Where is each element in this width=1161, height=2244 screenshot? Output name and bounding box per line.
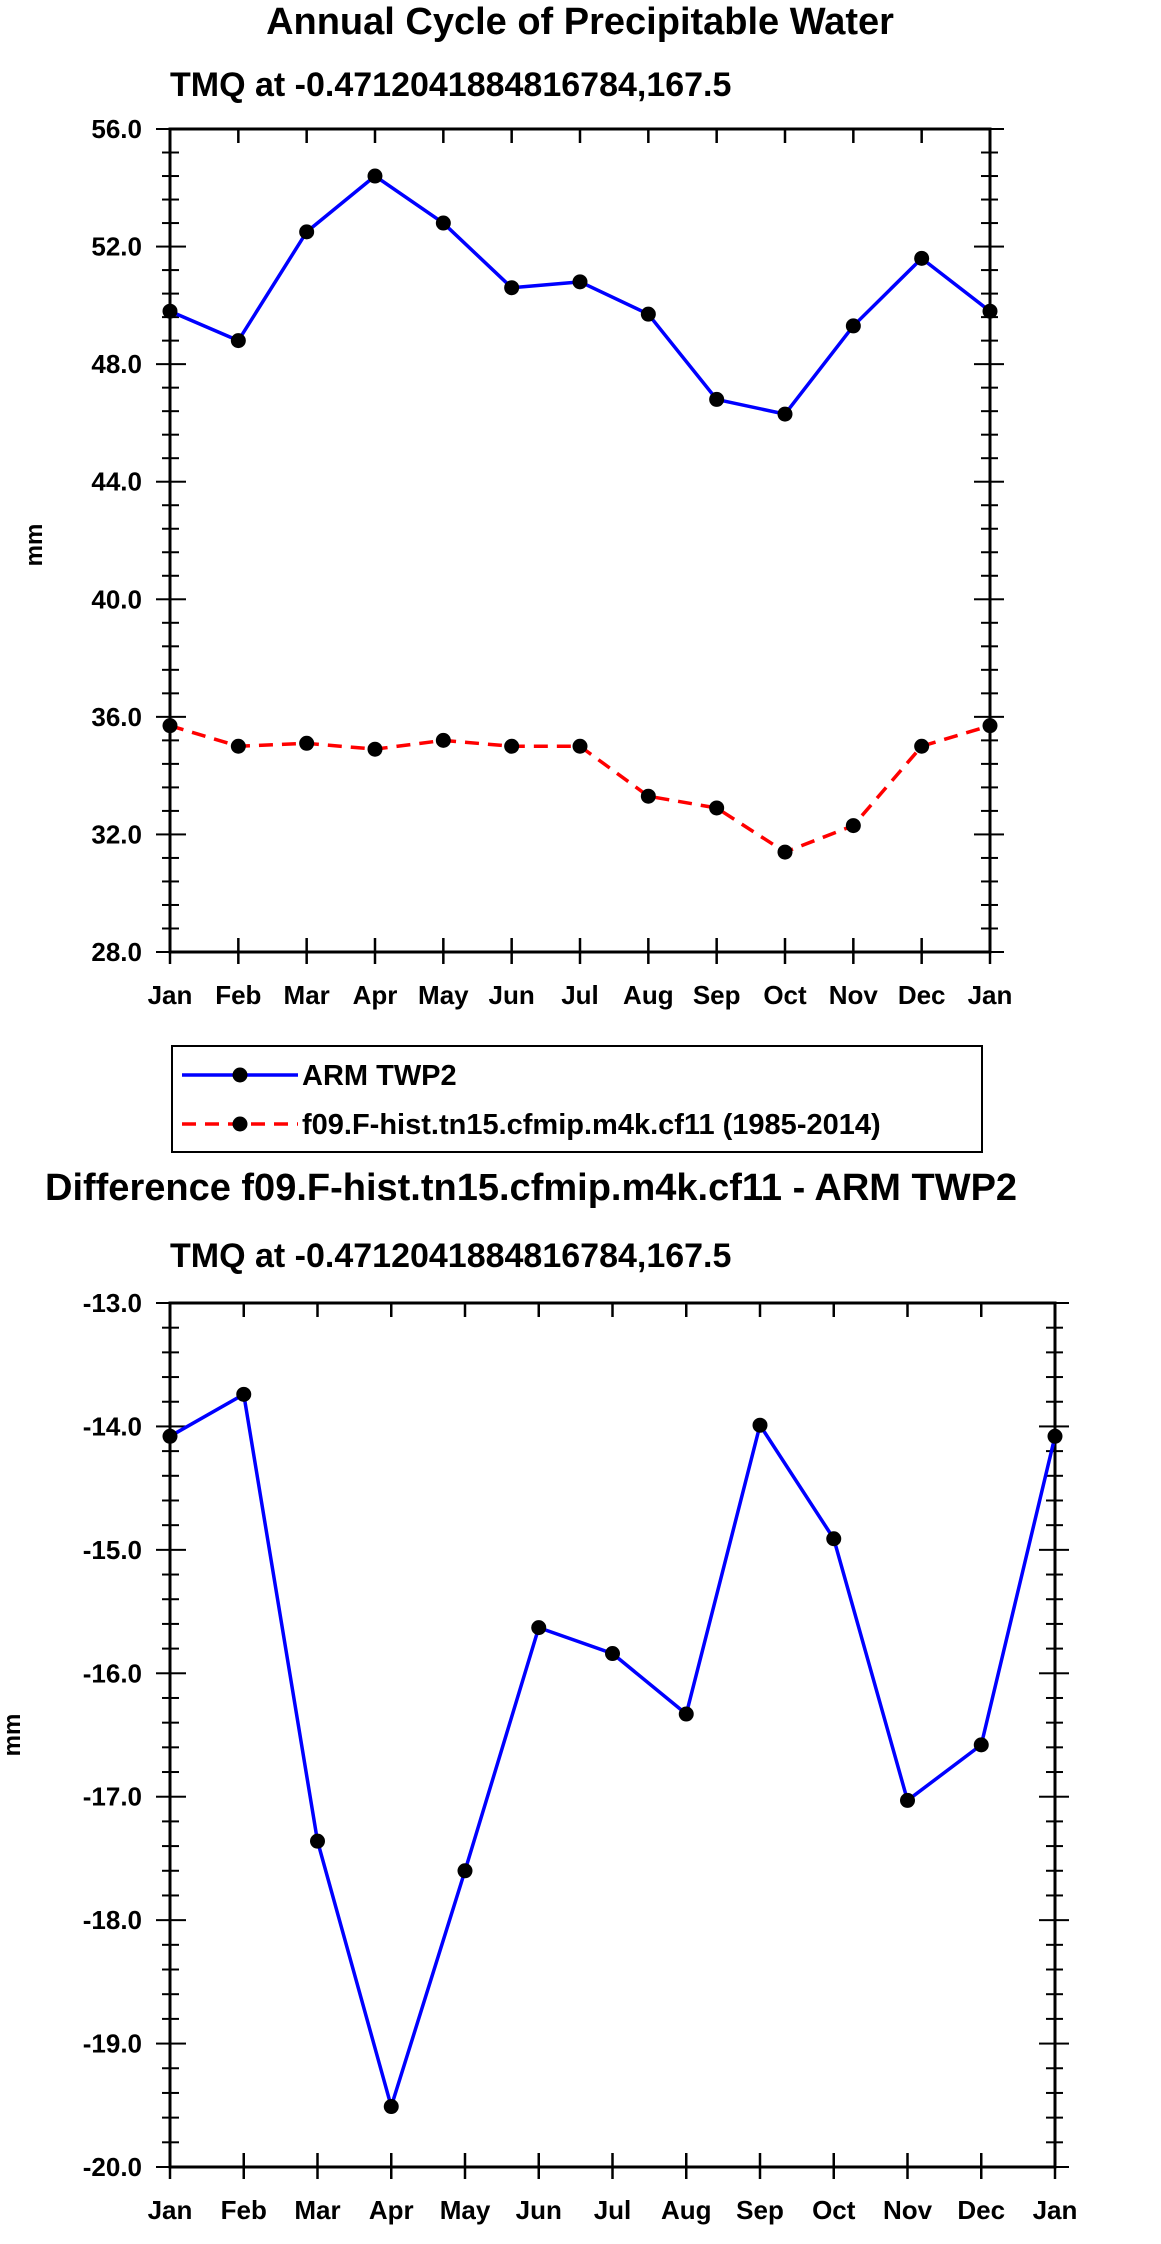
data-point: [640, 788, 656, 804]
x-tick-label: Dec: [957, 2195, 1005, 2225]
x-tick-label: Mar: [294, 2195, 340, 2225]
legend-marker: [232, 1067, 248, 1083]
data-point: [777, 406, 793, 422]
data-point: [504, 280, 520, 296]
y-tick-label: -15.0: [83, 1535, 142, 1565]
y-tick-label: -13.0: [83, 1288, 142, 1318]
data-point: [162, 718, 178, 734]
y-tick-label: 48.0: [91, 349, 142, 379]
data-point: [531, 1620, 547, 1636]
data-point: [845, 318, 861, 334]
y-tick-label: -17.0: [83, 1782, 142, 1812]
data-point: [383, 2099, 399, 2115]
chart-title: Difference f09.F-hist.tn15.cfmip.m4k.cf1…: [45, 1167, 1017, 1209]
data-point: [900, 1792, 915, 1808]
x-tick-label: Sep: [693, 980, 741, 1010]
series-line: [169, 174, 992, 416]
data-point: [777, 844, 793, 860]
y-tick-label: 44.0: [91, 467, 142, 497]
x-tick-label: Jan: [968, 980, 1013, 1010]
data-point: [709, 800, 725, 816]
x-tick-label: Jun: [516, 2195, 562, 2225]
data-point: [914, 250, 930, 266]
data-point: [640, 306, 656, 322]
x-tick-label: Aug: [623, 980, 674, 1010]
y-tick-label: -20.0: [83, 2152, 142, 2182]
x-tick-label: Mar: [284, 980, 330, 1010]
difference-chart: Difference f09.F-hist.tn15.cfmip.m4k.cf1…: [0, 1167, 1077, 2225]
data-point: [982, 303, 998, 319]
data-point: [973, 1737, 989, 1753]
legend-label: ARM TWP2: [302, 1060, 457, 1092]
legend-box: [171, 1045, 983, 1153]
data-point: [457, 1863, 473, 1879]
data-point: [435, 732, 451, 748]
legend-label: f09.F-hist.tn15.cfmip.m4k.cf11 (1985-201…: [302, 1109, 881, 1141]
x-tick-label: Dec: [898, 980, 946, 1010]
y-tick-label: 32.0: [91, 819, 142, 849]
x-tick-label: Jul: [594, 2195, 632, 2225]
data-point: [914, 738, 930, 754]
x-tick-label: Aug: [661, 2195, 712, 2225]
data-point: [230, 738, 246, 754]
x-tick-label: Feb: [221, 2195, 267, 2225]
x-tick-label: Apr: [353, 980, 398, 1010]
y-tick-label: 40.0: [91, 584, 142, 614]
data-point: [678, 1706, 694, 1722]
data-point: [367, 168, 383, 184]
x-tick-label: Jan: [148, 2195, 193, 2225]
y-tick-label: 36.0: [91, 702, 142, 732]
data-point: [1047, 1428, 1063, 1444]
data-point: [230, 333, 246, 349]
x-tick-label: Jan: [1033, 2195, 1078, 2225]
data-point: [236, 1386, 252, 1402]
data-point: [572, 274, 588, 290]
x-tick-label: Feb: [215, 980, 261, 1010]
legend: ARM TWP2 f09.F-hist.tn15.cfmip.m4k.cf11 (…: [171, 1045, 983, 1153]
y-tick-label: -19.0: [83, 2029, 142, 2059]
x-tick-label: Nov: [829, 980, 879, 1010]
y-tick-label: -16.0: [83, 1658, 142, 1688]
y-axis-label: mm: [21, 524, 48, 567]
x-tick-label: Jan: [148, 980, 193, 1010]
chart-subtitle: TMQ at -0.4712041884816784,167.5: [170, 66, 731, 104]
y-tick-label: 52.0: [91, 232, 142, 262]
y-axis-label: mm: [0, 1714, 26, 1757]
y-tick-label: -14.0: [83, 1411, 142, 1441]
chart-title: Annual Cycle of Precipitable Water: [266, 1, 894, 43]
data-point: [310, 1833, 325, 1849]
x-tick-label: May: [418, 980, 469, 1010]
legend-marker: [232, 1116, 248, 1132]
data-point: [435, 215, 451, 231]
data-point: [709, 391, 725, 407]
x-tick-label: Jul: [561, 980, 599, 1010]
y-tick-label: 28.0: [91, 937, 142, 967]
data-point: [162, 1428, 178, 1444]
data-point: [752, 1417, 768, 1433]
plot-frame: [168, 1301, 1057, 2169]
data-point: [605, 1646, 620, 1662]
data-point: [367, 741, 383, 757]
x-tick-label: Nov: [883, 2195, 933, 2225]
x-tick-label: Apr: [369, 2195, 414, 2225]
x-tick-label: May: [440, 2195, 491, 2225]
data-point: [826, 1531, 842, 1547]
x-tick-label: Oct: [763, 980, 807, 1010]
x-tick-label: Jun: [489, 980, 535, 1010]
data-point: [504, 738, 520, 754]
y-tick-label: 56.0: [91, 114, 142, 144]
x-tick-label: Oct: [812, 2195, 856, 2225]
data-point: [845, 818, 861, 834]
y-tick-label: -18.0: [83, 1905, 142, 1935]
data-point: [299, 735, 315, 751]
chart-subtitle: TMQ at -0.4712041884816784,167.5: [170, 1237, 731, 1275]
annual-cycle-chart: Annual Cycle of Precipitable Water TMQ a…: [21, 1, 1013, 1153]
data-point: [982, 718, 998, 734]
x-tick-label: Sep: [736, 2195, 784, 2225]
series-line: [169, 1392, 1057, 2109]
data-point: [162, 303, 178, 319]
data-point: [299, 224, 315, 240]
data-point: [572, 738, 588, 754]
